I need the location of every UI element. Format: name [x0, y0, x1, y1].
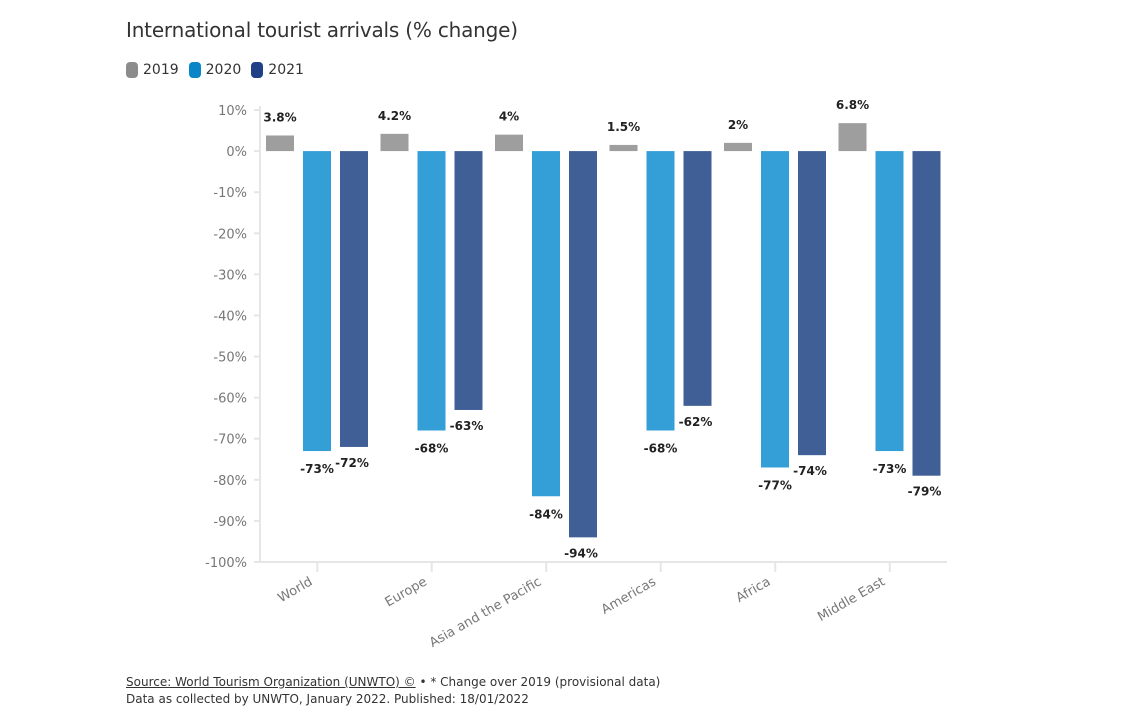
x-tick-label: World — [275, 574, 315, 606]
legend-label-2019: 2019 — [143, 62, 179, 78]
bar-2021-americas[interactable] — [683, 151, 712, 406]
bar-2020-europe[interactable] — [417, 151, 446, 431]
bar-2020-world[interactable] — [303, 151, 331, 452]
legend-swatch-2021 — [251, 62, 264, 78]
y-tick-label: -10% — [213, 186, 247, 201]
bar-2021-world[interactable] — [340, 151, 368, 447]
y-tick-label: -80% — [213, 474, 247, 489]
bar-2020-africa[interactable] — [761, 151, 789, 468]
legend-item-2021[interactable]: 2021 — [251, 62, 304, 78]
bar-2020-middle-east[interactable] — [875, 151, 904, 452]
data-labels: 3.8%-73% -72%4.2%-68%-63%4%-84%-94%1.5%-6… — [263, 98, 941, 560]
legend: 2019 2020 2021 — [126, 62, 304, 78]
bar-2019-africa[interactable] — [724, 142, 752, 152]
data-label: 3.8% — [263, 110, 296, 124]
legend-item-2020[interactable]: 2020 — [188, 62, 242, 78]
footer-published: Data as collected by UNWTO, January 2022… — [126, 692, 529, 706]
legend-swatch-2019 — [126, 62, 138, 78]
data-label: -77% — [758, 478, 792, 492]
bar-2020-asia-and-the-pacific[interactable] — [532, 151, 560, 497]
bar-2019-europe[interactable] — [380, 133, 409, 152]
footer-note: • * Change over 2019 (provisional data) — [415, 675, 661, 689]
y-tick-label: -20% — [213, 227, 247, 242]
y-tick-label: -60% — [213, 392, 247, 407]
data-label: -94% — [564, 546, 598, 560]
data-label: -62% — [679, 415, 713, 429]
data-label: 2% — [728, 118, 748, 132]
data-label: -73% — [873, 462, 907, 476]
data-label: -74% — [793, 464, 827, 478]
data-label: 1.5% — [607, 120, 640, 134]
y-tick-label: -100% — [205, 556, 247, 571]
data-label: 6.8% — [836, 98, 869, 112]
bar-2021-middle-east[interactable] — [912, 151, 941, 476]
x-tick-label: Middle East — [815, 574, 888, 625]
data-label: -73% — [300, 462, 334, 476]
y-tick-label: -70% — [213, 433, 247, 448]
y-tick-label: -90% — [213, 515, 247, 530]
data-label: -68% — [644, 442, 678, 456]
legend-swatch-2020 — [188, 62, 201, 78]
y-tick-label: -40% — [213, 309, 247, 324]
bar-2021-asia-and-the-pacific[interactable] — [569, 151, 597, 538]
bars — [266, 123, 941, 538]
y-tick-label: -50% — [213, 351, 247, 366]
y-tick-label: -30% — [213, 268, 247, 283]
data-label: -63% — [450, 419, 484, 433]
data-label: -68% — [415, 442, 449, 456]
x-tick-label: Asia and the Pacific — [427, 574, 544, 650]
bar-2019-americas[interactable] — [609, 144, 638, 152]
x-tick-label: Africa — [734, 574, 774, 606]
data-label: 4.2% — [378, 109, 411, 123]
bar-2019-middle-east[interactable] — [838, 123, 867, 152]
x-tick-label: Americas — [599, 574, 659, 617]
bar-2020-americas[interactable] — [646, 151, 675, 431]
bar-2019-world[interactable] — [266, 135, 294, 152]
bar-2019-asia-and-the-pacific[interactable] — [495, 134, 523, 152]
chart-title: International tourist arrivals (% change… — [126, 18, 518, 42]
footer: Source: World Tourism Organization (UNWT… — [126, 674, 660, 708]
data-label: -84% — [529, 507, 563, 521]
data-label: -72% — [335, 456, 369, 470]
y-axis: 10% 0% -10% -20% -30% -40% -50% -60% -70% -80% -90… — [205, 104, 261, 571]
bar-2021-africa[interactable] — [798, 151, 826, 456]
x-tick-label: Europe — [383, 574, 430, 610]
bar-2021-europe[interactable] — [454, 151, 483, 410]
y-tick-label: 0% — [226, 145, 247, 160]
data-label: 4% — [499, 110, 519, 124]
data-label: -79% — [908, 485, 942, 499]
source-link[interactable]: Source: World Tourism Organization (UNWT… — [126, 675, 416, 689]
legend-item-2019[interactable]: 2019 — [126, 62, 179, 78]
legend-label-2021: 2021 — [268, 62, 304, 78]
legend-label-2020: 2020 — [205, 62, 242, 78]
y-tick-label: 10% — [218, 104, 247, 119]
